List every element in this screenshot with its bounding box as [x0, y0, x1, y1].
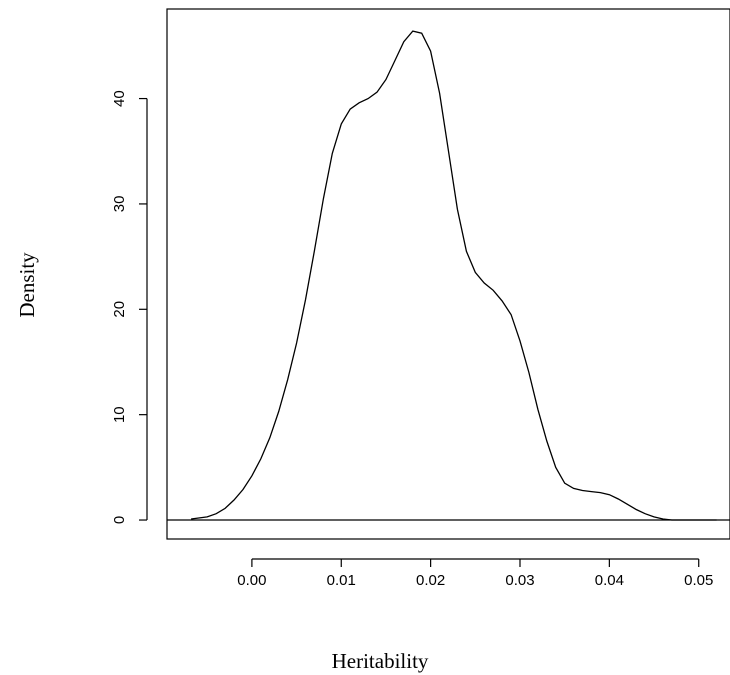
y-tick-label: 30 — [111, 196, 128, 213]
x-tick-label: 0.00 — [237, 572, 266, 589]
density-curve — [191, 30, 717, 521]
x-tick-label: 0.02 — [416, 572, 445, 589]
y-tick-label: 20 — [111, 301, 128, 318]
x-tick-label: 0.01 — [327, 572, 356, 589]
y-tick-label: 0 — [111, 516, 128, 524]
x-tick-label: 0.05 — [684, 572, 713, 589]
x-tick-label: 0.04 — [595, 572, 624, 589]
x-axis: 0.00 0.01 0.02 0.03 0.04 0.05 — [237, 558, 713, 589]
y-axis-title: Density — [15, 252, 39, 318]
plot-frame — [166, 8, 730, 540]
y-tick-label: 10 — [111, 406, 128, 423]
x-tick-label: 0.03 — [505, 572, 534, 589]
x-axis-title: Heritability — [332, 649, 429, 673]
y-axis: 0 10 20 30 40 — [111, 90, 148, 524]
y-tick-label: 40 — [111, 90, 128, 107]
